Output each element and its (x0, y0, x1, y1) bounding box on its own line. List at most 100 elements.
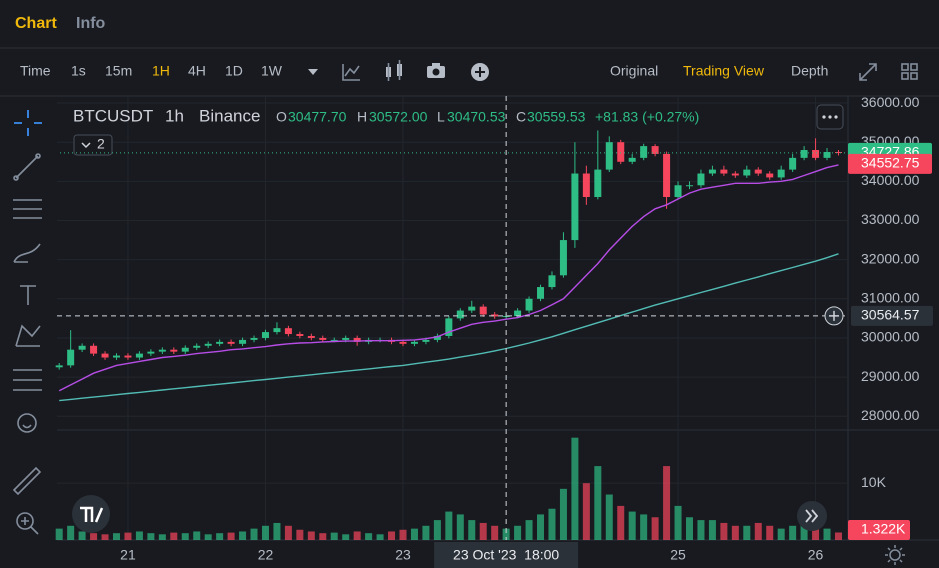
ohlc-value: 30477.70 (288, 109, 347, 125)
interval[interactable]: 1D (225, 63, 243, 79)
candle-body (800, 150, 808, 158)
interval[interactable]: 1H (152, 63, 170, 79)
volume-bar (250, 528, 258, 540)
interval[interactable]: 15m (105, 63, 132, 79)
volume-bar (342, 534, 350, 540)
tab[interactable]: Chart (15, 15, 57, 32)
crosshair-time-badge (434, 542, 579, 568)
candle-body (777, 169, 785, 178)
candle-body (330, 339, 338, 341)
candle-icon[interactable] (386, 60, 402, 81)
candle-body (697, 173, 705, 186)
x-tick-label: 22 (258, 547, 274, 563)
exchange: Binance (199, 106, 260, 125)
plot (55, 96, 848, 540)
candle-body (284, 328, 292, 335)
volume-bar (170, 532, 178, 540)
candle-body (181, 347, 189, 352)
indicator-icon[interactable] (342, 64, 360, 81)
candle-body (571, 173, 579, 241)
indicator-toggle[interactable] (73, 134, 113, 156)
interval[interactable]: 1W (261, 63, 283, 79)
candle-body (720, 169, 728, 174)
view-option[interactable]: Trading View (683, 63, 765, 79)
volume-bar (479, 522, 487, 540)
candle-body (559, 240, 567, 276)
view-option[interactable]: Depth (791, 63, 828, 79)
tab[interactable]: Info (76, 15, 106, 32)
candle-body (537, 287, 545, 299)
scroll-icon[interactable] (805, 509, 819, 523)
ma-price-label: 34552.75 (861, 155, 920, 171)
volume-bar (514, 525, 522, 540)
candle-body (743, 169, 751, 176)
camera-icon[interactable] (427, 63, 445, 78)
volume-bar (388, 531, 396, 540)
candle-body (582, 173, 590, 198)
symbol: BTCUSDT (73, 106, 153, 125)
candle-body (663, 153, 671, 198)
candle-body (628, 157, 636, 162)
candle-body (410, 341, 418, 344)
volume-bar (502, 528, 510, 540)
volume-bar (330, 532, 338, 540)
candle-body (147, 351, 155, 354)
view-option[interactable]: Original (610, 63, 658, 79)
volume-bar (686, 517, 693, 540)
volume-bar (147, 533, 155, 540)
settings-rays[interactable] (885, 545, 905, 565)
candle-body (491, 314, 499, 317)
candle-body (307, 335, 315, 338)
candle-body (754, 169, 762, 174)
volume-bar (812, 522, 820, 540)
candle-body (789, 157, 797, 170)
volume-bar (571, 437, 579, 540)
more-icon[interactable] (822, 115, 838, 119)
chevron[interactable] (81, 142, 91, 149)
candle-body (525, 298, 533, 311)
volume-bar (55, 528, 63, 540)
candle-body (674, 185, 682, 198)
volume-bar (525, 520, 533, 540)
volume-label: 1.322K (861, 521, 906, 537)
volume-bar (617, 505, 625, 540)
layout-icon[interactable] (901, 63, 918, 80)
x-tick-label: 25 (670, 547, 686, 563)
ohlc-value: 30572.00 (369, 109, 428, 125)
candle-body (342, 337, 350, 340)
volume-bar (113, 533, 120, 540)
fullscreen-icon[interactable] (859, 63, 877, 81)
x-tick-label: 23 (395, 547, 411, 563)
candle-body (456, 310, 464, 319)
candle-body (812, 150, 820, 158)
candle-body (124, 355, 132, 358)
volume-bar (651, 517, 659, 540)
y-tick-label: 10K (861, 474, 887, 490)
ohlc-key: O (276, 109, 287, 125)
interval[interactable]: 1s (71, 63, 86, 79)
add-icon[interactable] (471, 63, 489, 81)
dropdown-icon[interactable] (308, 69, 318, 75)
volume-bar (548, 508, 556, 540)
candle-body (548, 275, 556, 288)
volume-bar (582, 483, 590, 540)
volume-bar (834, 532, 842, 540)
candle-body (594, 169, 602, 198)
candle-body (90, 345, 98, 354)
volume-bar (594, 466, 602, 540)
settings-icon[interactable] (889, 549, 901, 561)
ohlc-value: 30559.53 (527, 109, 586, 125)
volume-bar (376, 534, 384, 540)
volume-bar (789, 525, 797, 540)
candle-body (422, 339, 430, 342)
interval[interactable]: 4H (188, 63, 206, 79)
interval[interactable]: Time (20, 63, 51, 79)
candle-body (605, 142, 613, 170)
drawing-tools[interactable] (12, 110, 42, 535)
indicator-count[interactable]: 2 (97, 136, 105, 152)
candle-body (216, 341, 224, 344)
candle-body (239, 339, 247, 344)
volume-bar (754, 522, 762, 540)
volume-bar (399, 529, 407, 540)
